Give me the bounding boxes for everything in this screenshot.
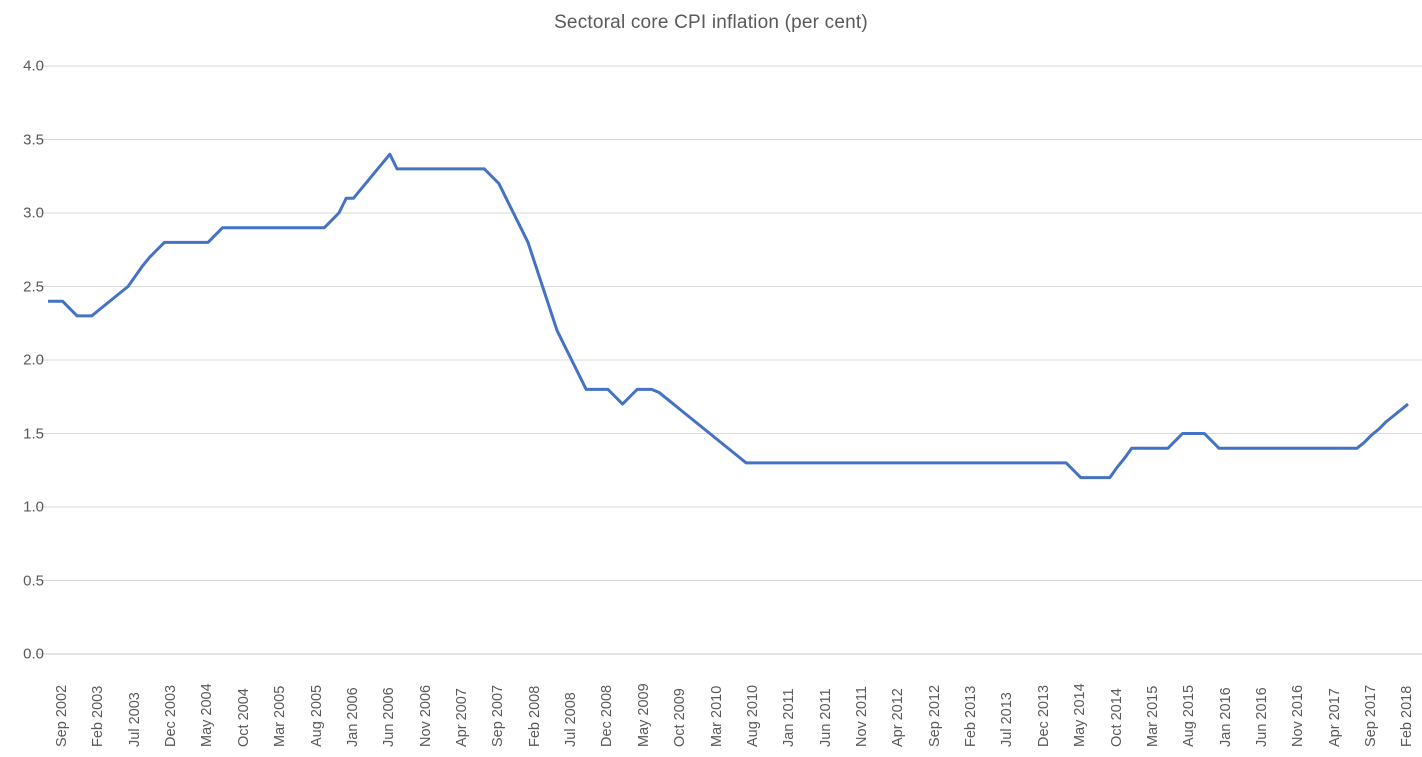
x-axis-tick-label: Apr 2012: [890, 688, 907, 747]
x-axis-tick-label: May 2004: [199, 683, 216, 747]
x-axis-tick-label: Feb 2013: [963, 685, 980, 747]
series-layer: [48, 152, 1409, 480]
x-axis-tick-label: Apr 2017: [1326, 688, 1343, 747]
x-axis-tick-label: Feb 2008: [526, 685, 543, 747]
x-axis-tick-label: Apr 2007: [454, 688, 470, 747]
x-axis-tick-label: Jan 2016: [1217, 687, 1234, 747]
y-axis-tick-label: 1.5: [23, 425, 44, 442]
x-axis-tick-label: Sep 2002: [54, 684, 70, 747]
x-axis-tick-label: Jun 2016: [1254, 687, 1270, 747]
x-axis-tick-label: Jun 2006: [381, 687, 398, 747]
x-axis-tick-label: Aug 2010: [744, 684, 761, 747]
y-axis-tick-label: 1.0: [23, 498, 44, 516]
x-axis-tick-label: May 2009: [635, 683, 652, 747]
x-axis-tick-label: Sep 2007: [490, 684, 507, 747]
x-axis-tick-label: Nov 2011: [854, 686, 870, 747]
x-axis-tick-label: Jan 2011: [781, 688, 798, 747]
x-axis-tick-label: Oct 2004: [235, 688, 252, 747]
y-axis-tick-label: 0.5: [23, 572, 44, 589]
y-axis-tick-label: 3.0: [23, 204, 44, 222]
x-axis-tick-label: Feb 2018: [1399, 685, 1416, 747]
x-axis-tick-label: Mar 2010: [708, 685, 725, 747]
y-axis-tick-label: 3.5: [23, 131, 44, 148]
x-axis-tick-label: Nov 2016: [1290, 684, 1307, 747]
x-axis-tick-label: Aug 2015: [1181, 684, 1198, 747]
x-axis-tick-label: Dec 2013: [1035, 684, 1052, 747]
x-axis-tick-label: Aug 2005: [308, 684, 325, 747]
x-axis-tick-label: Oct 2009: [672, 688, 689, 747]
x-axis-tick-label: Sep 2017: [1363, 684, 1380, 747]
x-axis-tick-label: Mar 2015: [1144, 685, 1161, 747]
x-axis-tick-label: Jul 2013: [999, 692, 1016, 747]
y-axis-tick-label: 2.5: [23, 278, 44, 295]
x-axis-tick-label: Oct 2014: [1108, 688, 1125, 747]
chart-title: Sectoral core CPI inflation (per cent): [554, 12, 868, 33]
x-axis-tick-label: Nov 2006: [417, 684, 434, 747]
y-axis-tick-label: 0.0: [23, 645, 44, 663]
x-axis-tick-label: May 2014: [1072, 683, 1089, 747]
x-axis-tick-label: Jul 2008: [563, 692, 580, 747]
data-line-sectoral-core-cpi: [48, 152, 1409, 480]
x-axis-tick-label: Dec 2008: [599, 684, 616, 747]
y-axis-tick-label: 2.0: [23, 351, 44, 369]
x-axis-tick-label: Sep 2012: [926, 684, 943, 747]
x-axis-tick-label: Dec 2003: [163, 684, 180, 747]
x-axis-tick-label: Jun 2011: [817, 688, 834, 747]
x-axis-tick-label: Jan 2006: [344, 687, 361, 747]
y-axis-tick-label: 4.0: [23, 57, 44, 75]
y-axis-tick-labels: 0.0 0.5 1.0 1.5 2.0 2.5 3.0 3.5 4.0: [0, 0, 44, 757]
x-axis-tick-label: Mar 2005: [272, 685, 289, 747]
x-axis-tick-label: Feb 2003: [90, 685, 107, 747]
x-axis-tick-label: Jul 2003: [126, 692, 143, 747]
